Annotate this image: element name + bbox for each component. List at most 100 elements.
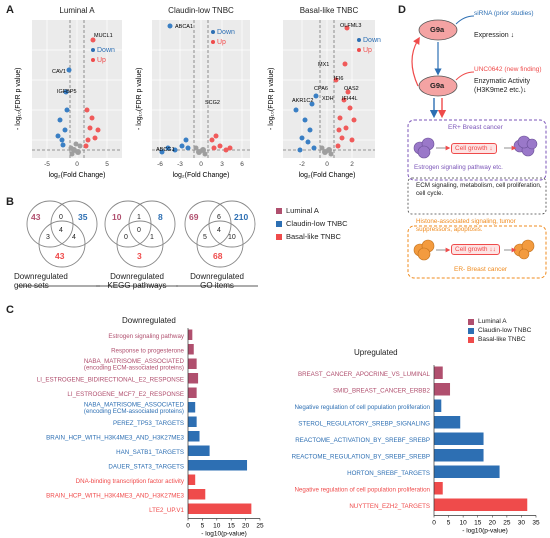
venn-legend: Luminal A Claudin-low TNBC Basal-like TN… [276,206,348,245]
venn-count: 5 [203,234,207,241]
legend-item: Basal-like TNBC [468,336,531,343]
bar-label: DNA-binding transcription factor activit… [76,478,185,485]
x-tick-label: 35 [532,520,540,527]
bar [434,416,461,429]
venn-count: 0 [124,234,128,241]
svg-text:-5: -5 [44,161,50,168]
bar [188,373,199,384]
bar-label: DAUER_STAT3_TARGETS [108,463,184,470]
bar [434,449,484,462]
venn-count: 1 [137,214,141,221]
svg-text:0: 0 [325,161,329,168]
bar [434,465,500,478]
venn-count: 4 [59,227,63,234]
volcano-title-2: Claudin-low TNBC [168,6,234,15]
bar-label: HORTON_SREBF_TARGETS [347,470,430,477]
gene-label: MUCL1 [94,33,113,39]
x-axis-label: log₂(Fold Change) [49,172,106,179]
bar [188,474,196,485]
venn-count: 0 [59,214,63,221]
volcano-plot-claudin-low: ABCA1 SCG2 ABCG1 Down Up -6 -3 0 3 6 log₂(Fo… [152,20,250,179]
bar-legend: Luminal A Claudin-low TNBC Basal-like TN… [468,318,531,345]
gene-label: IGFBP5 [57,89,77,95]
bar [188,460,248,471]
bar [188,358,197,369]
bar-label: NABA_MATRISOME_ASSOCIATED [84,358,185,365]
gene-label: AKR1C2 [292,98,313,104]
venn-count: 35 [78,212,88,222]
venn-count: 3 [46,234,50,241]
x-axis-label: - log10(p-value) [201,531,247,538]
venn-caption-1: Downregulated gene sets [14,272,68,290]
venn-caption-3: Downregulated GO items [190,272,244,290]
legend-down: Down [97,47,115,54]
gene-label: ABCG1 [156,147,175,153]
x-tick-label: 20 [489,520,497,527]
gene-label: OAS2 [344,86,359,92]
ecm-text: ECM signaling, metabolism, cell prolifer… [416,182,542,197]
bar-label: BRAIN_HCP_WITH_H3K4ME3_AND_H3K27ME3 [46,492,184,499]
bar [434,498,528,511]
legend-down: Down [217,29,235,36]
x-tick-label: 10 [460,520,468,527]
sirna-arrow [455,15,475,25]
svg-text:-6: -6 [157,161,163,168]
bar-label: SMID_BREAST_CANCER_ERBB2 [333,387,431,394]
x-axis-label: log₂(Fold Change) [173,172,230,179]
cell-growth-box: Cell growth ↓↓ [451,244,500,255]
bar [188,402,196,413]
bar [188,431,200,442]
er-negative-label: ER- Breast cancer [454,266,508,273]
svg-text:2: 2 [350,161,354,168]
venn-count: 8 [158,212,163,222]
bar-label: Estrogen signaling pathway [108,333,185,340]
venn-count: 68 [213,251,223,261]
legend-up: Up [97,57,106,64]
panel-d-letter: D [398,4,406,16]
x-tick-label: 25 [256,523,264,530]
x-tick-label: 10 [213,523,221,530]
bar-label: REACTOME_ACTIVATION_BY_SREBF_SREBP [295,437,430,444]
bar-label: HAN_SATB1_TARGETS [116,449,184,456]
bar-label: Negative regulation of cell population p… [294,486,430,493]
gene-label: CPA6 [314,86,328,92]
expression-text: Expression ↓ [474,32,515,39]
y-axis-label: - log₁₀(FDR p value) [268,68,275,130]
bar [188,503,252,514]
unc-arrow [455,71,475,81]
x-tick-label: 5 [447,520,451,527]
venn-count: 1 [150,234,154,241]
venn-count: 0 [137,227,141,234]
venn-count: 43 [31,212,41,222]
panel-a-letter: A [6,4,14,16]
bar [434,383,451,396]
gene-label: SCG2 [205,100,220,106]
volcano-plots: MUCL1 CAV1 IGFBP5 Down Up -5 0 5 log₂(Fold… [15,20,381,179]
bar-label: (encoding ECM-associated proteins) [84,408,184,415]
x-tick-label: 20 [242,523,250,530]
bar-label: LTE2_UP.V1 [149,507,184,514]
enzymatic-text: Enzymatic Activity [474,78,531,85]
cell-growth-box: Cell growth ↓ [451,143,497,154]
x-tick-label: 15 [228,523,236,530]
venn-count: 3 [137,251,142,261]
g9a-node [418,75,458,97]
downregulated-title: Downregulated [122,316,176,325]
venn-count: 69 [189,212,199,222]
venn-count: 4 [217,227,221,234]
legend-item: Luminal A [276,206,348,215]
volcano-plot-basal-like: OLFML3 MX1 IFI6 OAS2 CPA6 XDH IFI44L AKR… [283,20,381,179]
volcano-plot-luminal-a: MUCL1 CAV1 IGFBP5 Down Up -5 0 5 log₂(Fold… [32,20,122,179]
bar-label: NABA_MATRISOME_ASSOCIATED [84,402,185,409]
venn-count: 10 [112,212,122,222]
bar [434,432,484,445]
volcano-title-1: Luminal A [59,6,95,15]
gene-label: IFI6 [334,76,343,82]
panel-c-letter: C [6,304,14,316]
estrogen-text: Estrogen signaling pathway etc. [414,164,503,171]
venn-count: 6 [217,214,221,221]
gene-label: ABCA1 [175,24,193,30]
svg-text:0: 0 [199,161,203,168]
er-positive-label: ER+ Breast cancer [448,124,503,131]
bar-label: PEREZ_TP53_TARGETS [113,420,184,427]
